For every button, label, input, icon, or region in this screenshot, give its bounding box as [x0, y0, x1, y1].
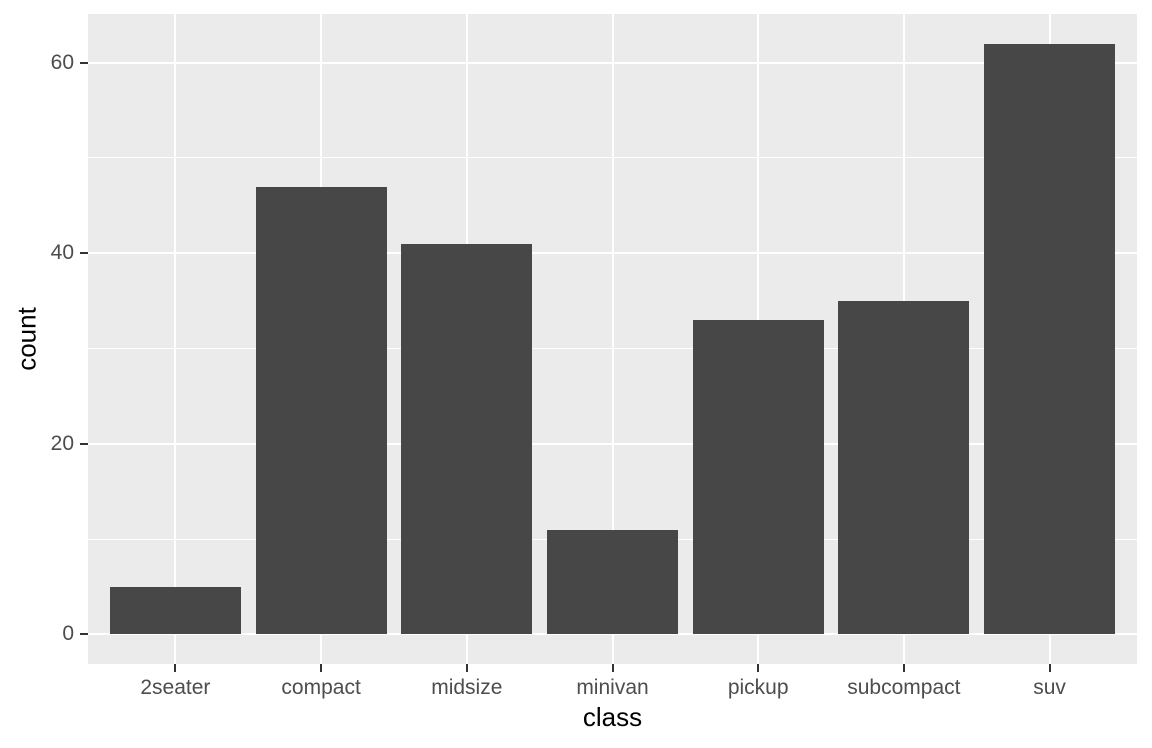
- v-gridline-major: [611, 14, 614, 664]
- y-tick-mark: [80, 442, 88, 445]
- x-tick-mark: [902, 664, 905, 672]
- x-tick-label-compact: compact: [281, 676, 361, 699]
- y-tick-label: 0: [62, 622, 74, 646]
- bar-2seater: [109, 586, 241, 635]
- x-tick-label-midsize: midsize: [431, 676, 503, 699]
- x-tick-mark: [1048, 664, 1051, 672]
- x-tick-label-minivan: minivan: [576, 676, 649, 699]
- bar-minivan: [546, 529, 679, 635]
- plot-panel: [88, 14, 1137, 664]
- y-axis-title: count: [11, 307, 42, 371]
- v-gridline-major: [174, 14, 177, 664]
- y-tick-mark: [80, 252, 88, 255]
- y-tick-mark: [80, 633, 88, 636]
- x-tick-mark: [757, 664, 760, 672]
- x-tick-mark: [174, 664, 177, 672]
- x-axis-title: class: [582, 702, 643, 732]
- y-tick-label: 40: [50, 241, 74, 265]
- x-tick-mark: [320, 664, 323, 672]
- bar-compact: [255, 186, 387, 635]
- x-tick-mark: [465, 664, 468, 672]
- y-tick-label: 60: [50, 50, 74, 74]
- x-tick-label-suv: suv: [1033, 676, 1066, 699]
- x-tick-label-pickup: pickup: [727, 676, 789, 699]
- bar-subcompact: [838, 300, 970, 635]
- y-tick-mark: [80, 61, 88, 64]
- bar-pickup: [692, 319, 824, 635]
- x-tick-label-2seater: 2seater: [140, 676, 211, 699]
- x-tick-label-subcompact: subcompact: [847, 676, 961, 699]
- bar-midsize: [401, 243, 533, 635]
- y-tick-label: 20: [50, 431, 74, 455]
- bar-suv: [984, 43, 1116, 635]
- x-tick-mark: [611, 664, 614, 672]
